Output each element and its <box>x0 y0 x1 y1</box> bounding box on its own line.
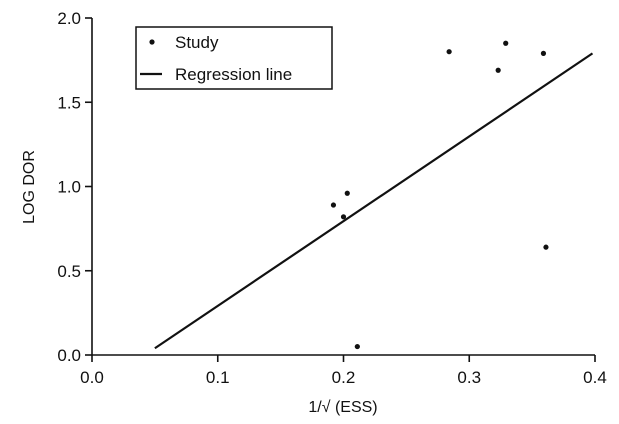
y-axis-label: LOG DOR <box>21 150 38 224</box>
legend-regression-line-label: Regression line <box>175 65 292 84</box>
legend: Study Regression line <box>135 26 333 90</box>
axis-ticks: 0.0 0.1 0.2 0.3 0.4 0.0 0.5 1.0 1.5 2.0 <box>57 9 606 387</box>
x-tick-label: 0.0 <box>80 368 104 387</box>
y-tick-label: 1.0 <box>57 178 81 197</box>
x-axis-label: 1/√ (ESS) <box>308 399 377 416</box>
study-point <box>540 50 547 56</box>
study-point <box>503 40 509 46</box>
x-tick-label: 0.1 <box>206 368 230 387</box>
y-tick-label: 0.0 <box>57 346 81 365</box>
x-tick-label: 0.3 <box>457 368 481 387</box>
x-tick-label: 0.4 <box>583 368 607 387</box>
study-point <box>340 214 347 220</box>
legend-study-marker <box>149 39 155 45</box>
legend-box <box>135 26 333 90</box>
study-point <box>344 190 350 196</box>
study-point <box>543 244 549 250</box>
study-point <box>354 343 360 350</box>
y-tick-label: 1.5 <box>57 93 81 112</box>
regression-line <box>154 52 594 350</box>
study-point <box>495 67 501 73</box>
x-tick-label: 0.2 <box>332 368 356 387</box>
study-point <box>330 202 337 208</box>
legend-study-label: Study <box>175 33 219 52</box>
y-tick-label: 2.0 <box>57 9 81 28</box>
y-tick-label: 0.5 <box>57 262 81 281</box>
study-point <box>446 49 452 55</box>
chart-marks <box>154 40 594 350</box>
